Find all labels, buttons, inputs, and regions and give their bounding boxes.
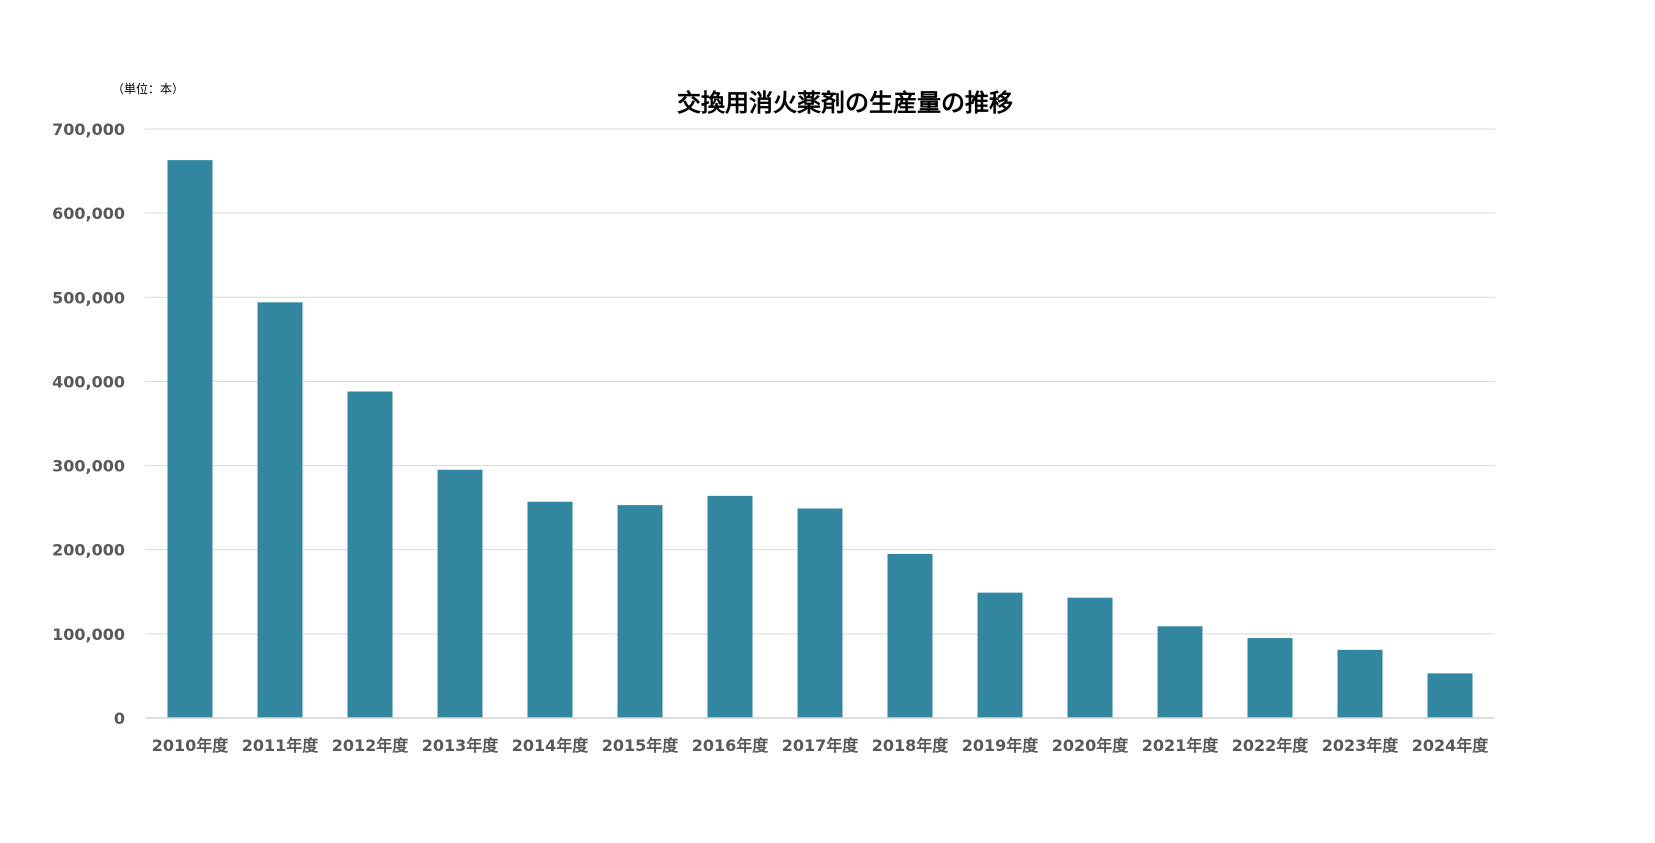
x-tick-label: 2019年度 — [962, 736, 1040, 755]
y-tick-label: 100,000 — [52, 625, 125, 644]
x-tick-label: 2022年度 — [1232, 736, 1310, 755]
bar — [1157, 626, 1203, 718]
x-tick-label: 2014年度 — [512, 736, 590, 755]
x-tick-label: 2010年度 — [152, 736, 230, 755]
x-tick-label: 2011年度 — [242, 736, 320, 755]
bar — [887, 553, 933, 718]
unit-label: （単位：本） — [112, 81, 184, 96]
x-tick-label: 2018年度 — [872, 736, 950, 755]
bar — [1247, 638, 1293, 718]
bar — [347, 391, 393, 718]
bar — [257, 302, 303, 718]
bar — [617, 505, 663, 718]
bar — [527, 501, 573, 718]
bar — [167, 160, 213, 718]
bar — [1067, 597, 1113, 718]
y-tick-label: 300,000 — [52, 457, 125, 476]
y-tick-label: 600,000 — [52, 204, 125, 223]
x-tick-label: 2023年度 — [1322, 736, 1400, 755]
y-tick-label: 700,000 — [52, 120, 125, 139]
bar — [437, 469, 483, 718]
x-tick-label: 2016年度 — [692, 736, 770, 755]
bar — [707, 495, 753, 718]
y-tick-label: 0 — [114, 709, 125, 728]
x-tick-label: 2021年度 — [1142, 736, 1220, 755]
chart-title: 交換用消火薬剤の生産量の推移 — [677, 89, 1013, 117]
x-tick-label: 2013年度 — [422, 736, 500, 755]
y-axis-ticks: 0 100,000 200,000 300,000 400,000 500,000 600,… — [52, 120, 125, 728]
x-tick-label: 2020年度 — [1052, 736, 1130, 755]
x-tick-label: 2015年度 — [602, 736, 680, 755]
x-tick-label: 2017年度 — [782, 736, 860, 755]
y-tick-label: 200,000 — [52, 541, 125, 560]
x-tick-label: 2024年度 — [1412, 736, 1490, 755]
bar — [977, 592, 1023, 718]
bar — [1427, 673, 1473, 718]
bar — [1337, 649, 1383, 718]
bars — [167, 160, 1473, 718]
x-tick-label: 2012年度 — [332, 736, 410, 755]
bar — [797, 508, 843, 718]
x-axis-ticks: 2010年度 2011年度 2012年度 2013年度 2014年度 2015年度 2016… — [152, 736, 1490, 755]
y-tick-label: 500,000 — [52, 288, 125, 307]
y-tick-label: 400,000 — [52, 372, 125, 391]
